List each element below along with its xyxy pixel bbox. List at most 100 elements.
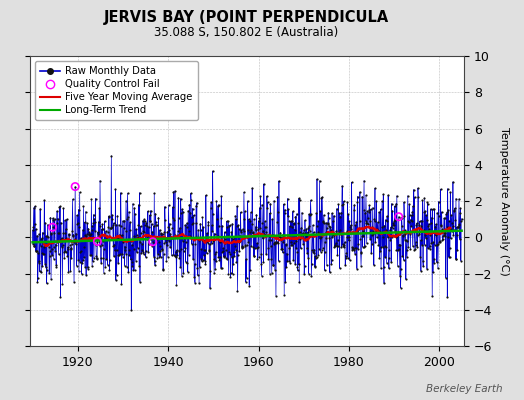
Point — [170, 216, 178, 223]
Point — [290, 226, 299, 233]
Point — [394, 229, 402, 236]
Point — [64, 269, 73, 275]
Point — [40, 197, 48, 204]
Point — [395, 214, 403, 220]
Point — [275, 232, 283, 239]
Point — [285, 218, 293, 224]
Point — [174, 194, 182, 201]
Point — [107, 225, 115, 232]
Point — [208, 222, 216, 229]
Point — [56, 238, 64, 244]
Point — [104, 229, 112, 235]
Point — [136, 239, 145, 246]
Point — [102, 233, 110, 239]
Point — [254, 244, 262, 250]
Point — [443, 209, 451, 216]
Point — [48, 246, 56, 252]
Point — [119, 225, 128, 232]
Point — [229, 236, 237, 242]
Point — [211, 266, 220, 272]
Point — [270, 240, 279, 246]
Point — [359, 228, 367, 234]
Point — [206, 285, 214, 291]
Point — [434, 198, 443, 205]
Point — [131, 236, 139, 242]
Point — [150, 258, 159, 264]
Point — [355, 226, 363, 233]
Point — [371, 185, 379, 192]
Point — [128, 263, 137, 270]
Point — [334, 242, 342, 249]
Point — [268, 216, 276, 222]
Point — [413, 232, 422, 238]
Point — [36, 242, 45, 249]
Point — [438, 209, 446, 215]
Point — [399, 233, 407, 239]
Point — [359, 206, 368, 213]
Point — [146, 212, 154, 218]
Point — [319, 218, 327, 224]
Point — [360, 244, 368, 250]
Point — [141, 254, 150, 260]
Point — [134, 244, 142, 251]
Point — [299, 241, 307, 248]
Point — [331, 243, 339, 249]
Point — [57, 219, 65, 226]
Point — [130, 233, 138, 240]
Point — [257, 273, 266, 279]
Point — [76, 258, 84, 265]
Point — [123, 216, 132, 222]
Point — [39, 250, 47, 257]
Point — [165, 202, 173, 208]
Point — [443, 294, 452, 300]
Point — [188, 240, 196, 247]
Point — [281, 241, 290, 248]
Point — [249, 253, 258, 259]
Point — [87, 196, 95, 202]
Point — [246, 209, 255, 216]
Point — [133, 232, 141, 238]
Point — [171, 253, 180, 259]
Point — [368, 241, 376, 247]
Point — [345, 218, 354, 224]
Point — [409, 227, 418, 234]
Point — [45, 270, 53, 276]
Point — [171, 254, 180, 260]
Point — [162, 236, 171, 242]
Point — [441, 229, 450, 236]
Point — [121, 244, 129, 250]
Point — [181, 222, 189, 228]
Point — [366, 218, 374, 224]
Point — [174, 228, 182, 234]
Point — [343, 233, 351, 240]
Point — [394, 247, 402, 253]
Point — [260, 181, 268, 187]
Point — [66, 242, 74, 248]
Point — [390, 203, 399, 209]
Point — [155, 243, 163, 249]
Point — [174, 215, 183, 221]
Point — [198, 236, 206, 243]
Point — [400, 236, 409, 243]
Point — [147, 235, 156, 242]
Point — [187, 190, 195, 197]
Point — [83, 220, 91, 226]
Text: JERVIS BAY (POINT PERPENDICULA: JERVIS BAY (POINT PERPENDICULA — [104, 10, 389, 25]
Point — [243, 242, 251, 248]
Point — [144, 249, 152, 255]
Point — [342, 249, 351, 256]
Point — [336, 227, 344, 233]
Point — [281, 279, 290, 285]
Point — [238, 245, 246, 251]
Point — [364, 221, 373, 228]
Point — [238, 244, 247, 250]
Point — [453, 247, 461, 254]
Point — [91, 219, 100, 225]
Point — [218, 249, 226, 255]
Point — [135, 190, 144, 196]
Point — [159, 266, 168, 273]
Point — [52, 261, 60, 268]
Point — [183, 220, 191, 226]
Point — [230, 253, 238, 260]
Point — [388, 208, 397, 214]
